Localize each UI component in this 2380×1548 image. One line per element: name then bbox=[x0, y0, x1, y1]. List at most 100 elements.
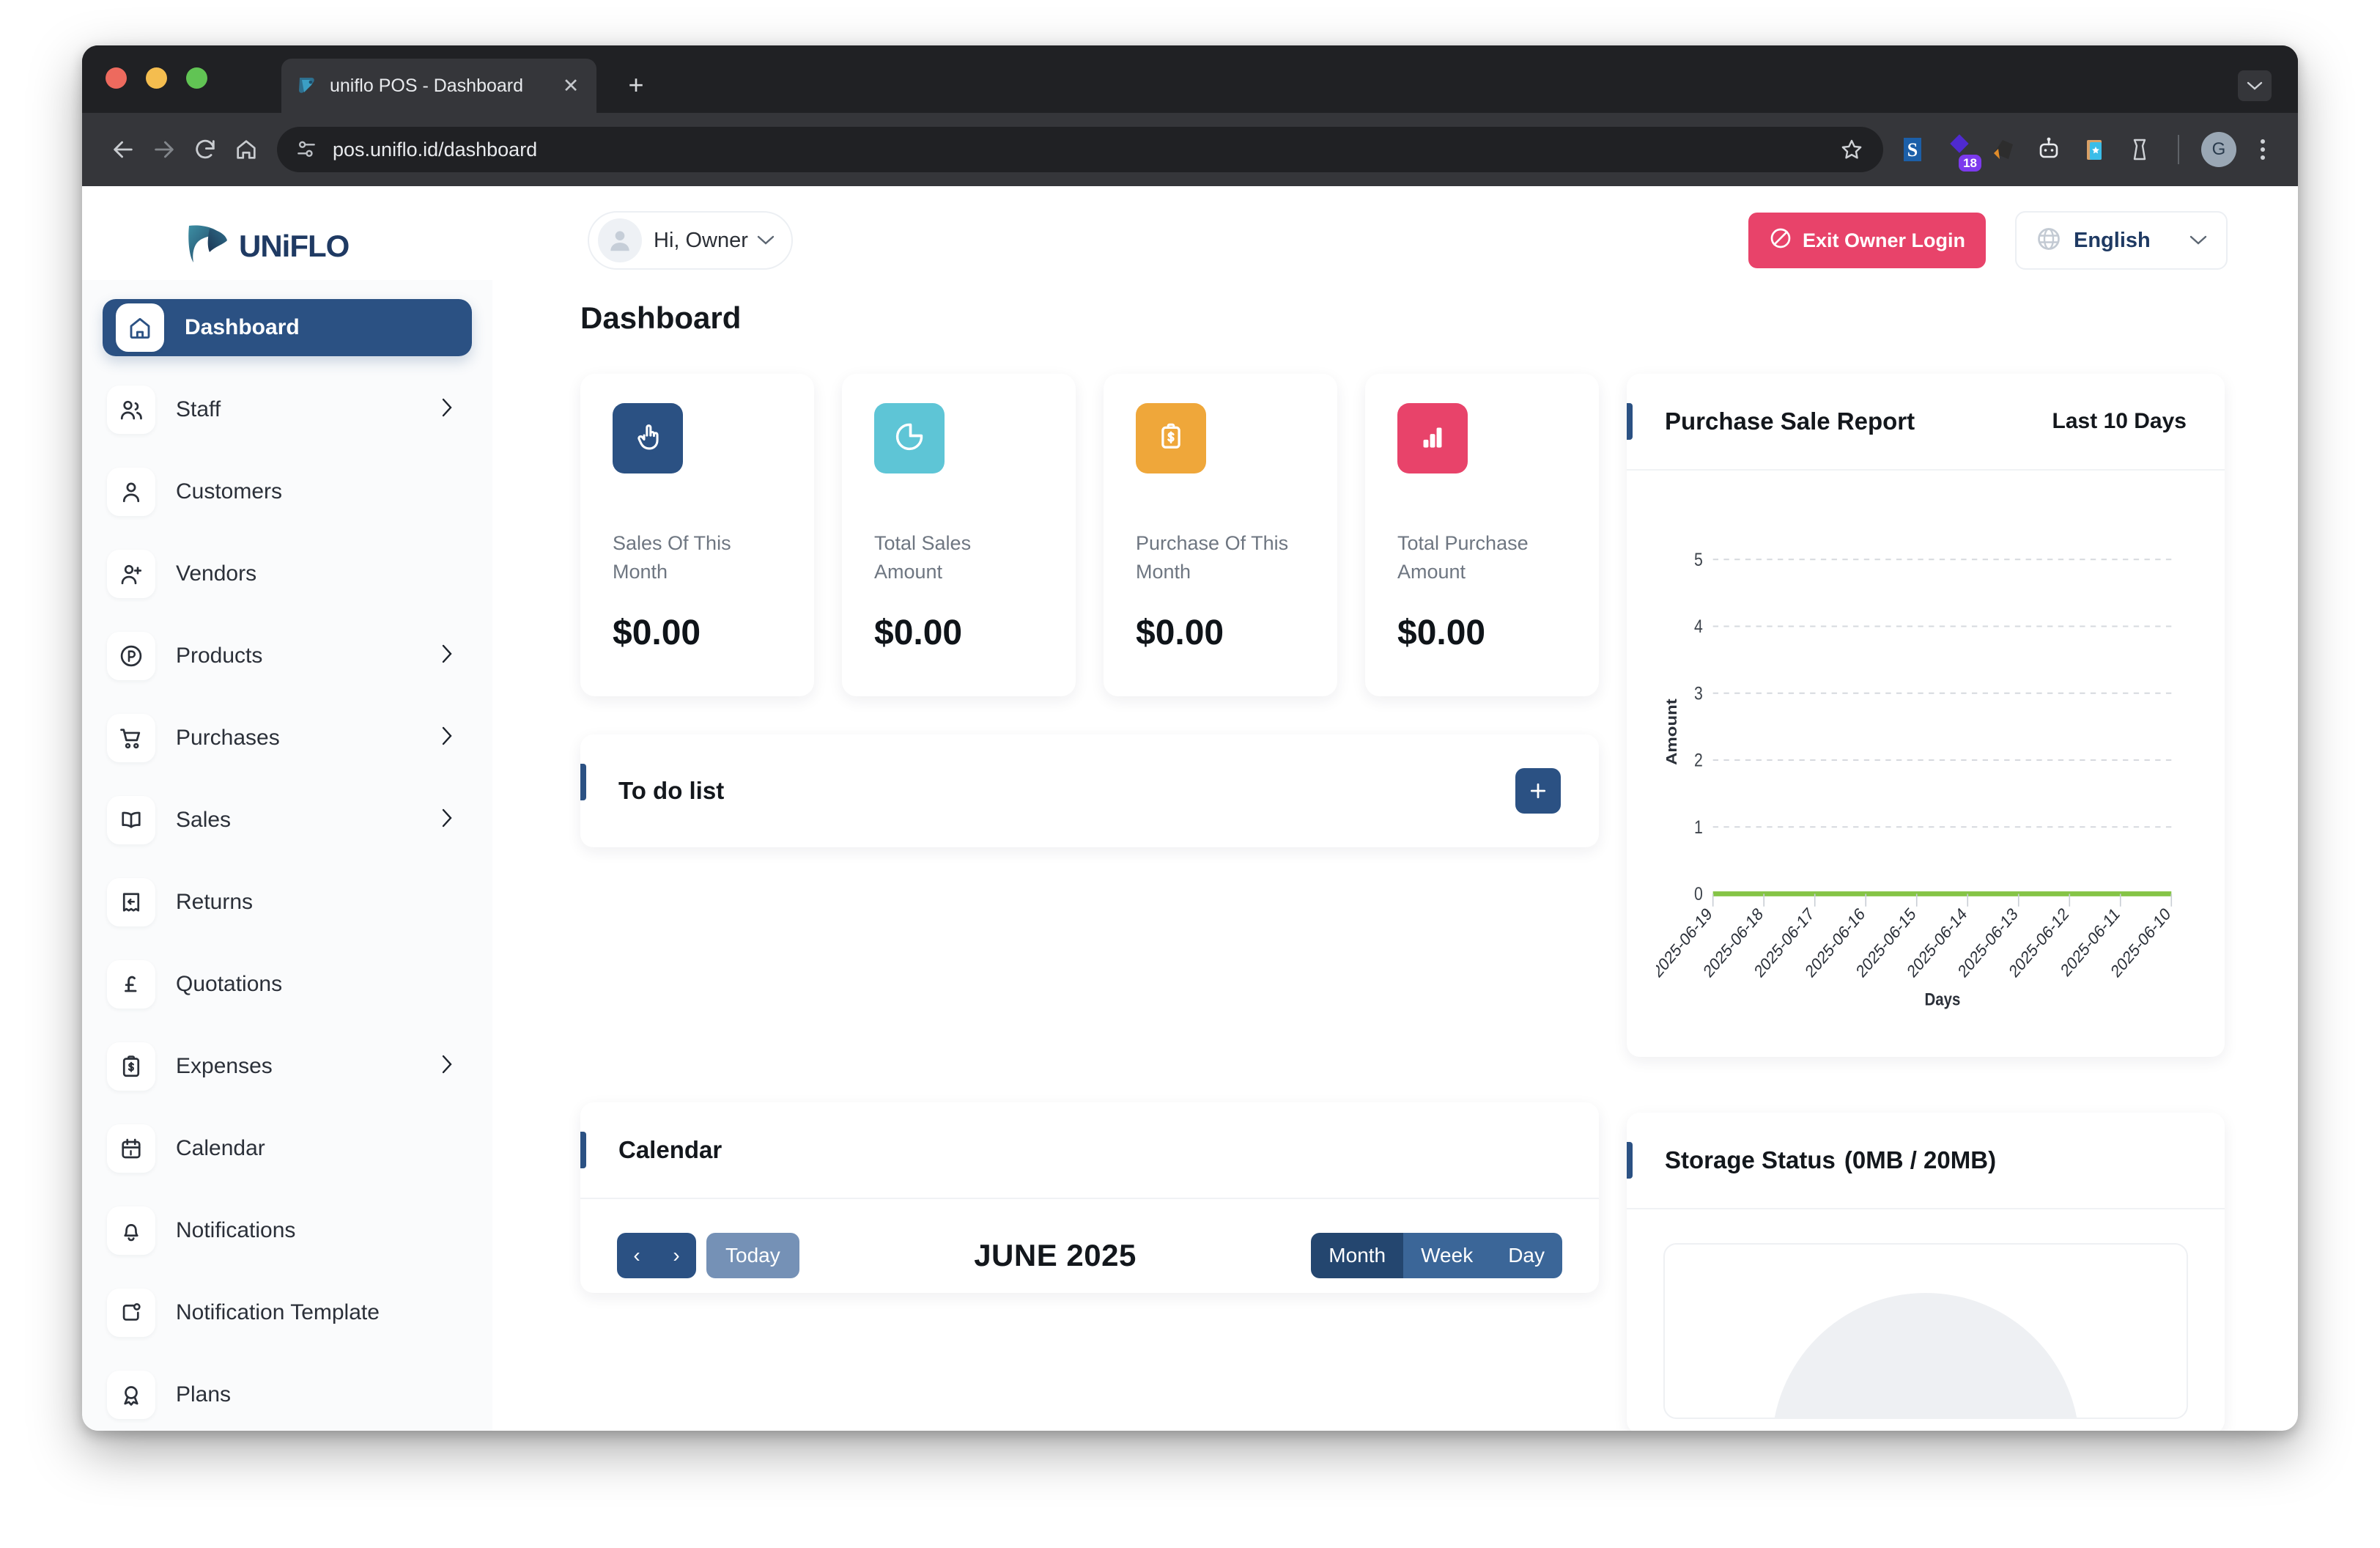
bar-chart-icon bbox=[1416, 420, 1449, 457]
storage-chart-container bbox=[1663, 1243, 2188, 1419]
shopping-cart-icon bbox=[107, 714, 155, 762]
sidebar-item-label: Staff bbox=[176, 397, 221, 421]
uniflo-mark-icon bbox=[185, 223, 230, 269]
maximize-window-button[interactable] bbox=[186, 67, 207, 89]
sidebar-item-label: Quotations bbox=[176, 972, 283, 996]
svg-text:2: 2 bbox=[1694, 750, 1703, 770]
scribe-extension-icon[interactable]: S bbox=[1896, 133, 1929, 166]
stat-card-value: $0.00 bbox=[1136, 613, 1224, 653]
stat-card[interactable]: Purchase Of This Month $0.00 bbox=[1104, 374, 1337, 696]
sidebar-item-returns[interactable]: Returns bbox=[103, 874, 472, 931]
stat-card[interactable]: Total Purchase Amount $0.00 bbox=[1365, 374, 1599, 696]
exit-owner-login-label: Exit Owner Login bbox=[1802, 229, 1965, 251]
stat-card[interactable]: Sales Of This Month $0.00 bbox=[580, 374, 814, 696]
sidebar-item-expenses[interactable]: Expenses bbox=[103, 1038, 472, 1095]
extension-badge-count: 18 bbox=[1959, 154, 1981, 172]
tune-icon[interactable] bbox=[289, 132, 324, 167]
page-title: Dashboard bbox=[580, 301, 742, 335]
calendar-view-month[interactable]: Month bbox=[1311, 1233, 1404, 1278]
browser-window: uniflo POS - Dashboard ✕ + bbox=[82, 45, 2298, 1431]
calendar-next-button[interactable]: › bbox=[673, 1244, 680, 1267]
pound-sterling-icon bbox=[107, 960, 155, 1009]
user-avatar-icon bbox=[598, 218, 642, 262]
close-icon[interactable]: ✕ bbox=[562, 74, 580, 97]
app-body: Dashboard Staff bbox=[82, 280, 2298, 1431]
user-icon bbox=[107, 468, 155, 516]
url-text[interactable]: pos.uniflo.id/dashboard bbox=[333, 138, 538, 161]
sidebar-item-plans[interactable]: Plans bbox=[103, 1366, 472, 1423]
tag-extension-icon[interactable] bbox=[2124, 133, 2156, 166]
kebab-menu-icon[interactable] bbox=[2248, 133, 2277, 166]
minimize-window-button[interactable] bbox=[146, 67, 167, 89]
app-logo[interactable]: UNiFLO bbox=[185, 223, 350, 269]
window-traffic-lights bbox=[106, 67, 207, 89]
sidebar-item-label: Expenses bbox=[176, 1054, 273, 1078]
award-badge-icon bbox=[107, 1371, 155, 1419]
home-icon[interactable] bbox=[226, 129, 267, 170]
calendar-card-title: Calendar bbox=[618, 1136, 722, 1163]
chevron-down-icon bbox=[2189, 231, 2207, 250]
chevron-down-icon[interactable] bbox=[2238, 70, 2272, 101]
sidebar-item-notification-template[interactable]: Notification Template bbox=[103, 1284, 472, 1341]
sidebar-item-label: Notifications bbox=[176, 1218, 296, 1242]
storage-card-header: Storage Status (0MB / 20MB) bbox=[1627, 1113, 2225, 1208]
report-card-title: Purchase Sale Report bbox=[1665, 408, 1915, 435]
sidebar-item-dashboard[interactable]: Dashboard bbox=[103, 299, 472, 356]
close-window-button[interactable] bbox=[106, 67, 127, 89]
sidebar-item-products[interactable]: Products bbox=[103, 627, 472, 685]
sidebar-item-staff[interactable]: Staff bbox=[103, 381, 472, 438]
dashboard-right-column: Purchase Sale Report Last 10 Days bbox=[1627, 374, 2225, 1431]
sidebar-item-quotations[interactable]: Quotations bbox=[103, 956, 472, 1013]
calendar-view-day[interactable]: Day bbox=[1490, 1233, 1562, 1278]
user-menu[interactable]: Hi, Owner bbox=[588, 211, 793, 270]
storage-card-body bbox=[1627, 1209, 2225, 1431]
exit-owner-login-button[interactable]: Exit Owner Login bbox=[1748, 213, 1986, 268]
browser-tab-title: uniflo POS - Dashboard bbox=[330, 75, 524, 96]
chevron-right-icon bbox=[441, 1054, 453, 1080]
chevron-right-icon bbox=[441, 644, 453, 669]
storage-donut-chart bbox=[1772, 1293, 2080, 1418]
sidebar-item-vendors[interactable]: Vendors bbox=[103, 545, 472, 602]
sidebar-item-purchases[interactable]: Purchases bbox=[103, 710, 472, 767]
chart-y-axis-title: Amount bbox=[1663, 699, 1679, 765]
profile-avatar[interactable]: G bbox=[2201, 132, 2236, 167]
purple-extension-icon[interactable]: 18 bbox=[1942, 133, 1981, 172]
sidebar-item-notifications[interactable]: Notifications bbox=[103, 1202, 472, 1259]
chevron-down-icon bbox=[757, 231, 775, 250]
stat-card-label: Purchase Of This Month bbox=[1136, 532, 1289, 583]
users-icon bbox=[107, 386, 155, 434]
dark-extension-icon[interactable] bbox=[1987, 133, 2019, 166]
plus-icon[interactable]: + bbox=[628, 70, 644, 100]
chart-x-ticks: 2025-06-19 2025-06-18 2025-06-17 2025-06… bbox=[1656, 904, 2174, 981]
sidebar-item-sales[interactable]: Sales bbox=[103, 792, 472, 849]
calendar-view-toggle: Month Week Day bbox=[1311, 1233, 1562, 1278]
storage-card-title: Storage Status bbox=[1665, 1146, 1836, 1173]
browser-tab[interactable]: uniflo POS - Dashboard ✕ bbox=[281, 59, 596, 113]
block-icon bbox=[1769, 226, 1792, 255]
add-todo-button[interactable] bbox=[1515, 768, 1561, 814]
address-bar[interactable]: pos.uniflo.id/dashboard bbox=[277, 127, 1883, 172]
calendar-view-week[interactable]: Week bbox=[1403, 1233, 1491, 1278]
calendar-today-button[interactable]: Today bbox=[706, 1233, 799, 1278]
sidebar-item-label: Plans bbox=[176, 1382, 232, 1407]
stat-card[interactable]: Total Sales Amount $0.00 bbox=[842, 374, 1076, 696]
sidebar-item-label: Vendors bbox=[176, 561, 257, 586]
chevron-right-icon bbox=[441, 726, 453, 751]
arrow-right-icon[interactable] bbox=[144, 129, 185, 170]
clipboard-extension-icon[interactable] bbox=[2078, 133, 2110, 166]
stat-card-value: $0.00 bbox=[874, 613, 963, 653]
purchase-sale-line-chart[interactable]: 5 4 3 2 1 0 Amount bbox=[1656, 493, 2195, 1028]
pointing-hand-icon bbox=[631, 420, 665, 457]
reload-icon[interactable] bbox=[185, 129, 226, 170]
robot-extension-icon[interactable] bbox=[2033, 133, 2065, 166]
toolbar-divider bbox=[2178, 135, 2179, 164]
star-icon[interactable] bbox=[1832, 130, 1871, 169]
stat-icon-tile bbox=[1136, 403, 1206, 473]
calendar-prev-button[interactable]: ‹ bbox=[633, 1244, 640, 1267]
app-header: UNiFLO Hi, Owner Exit Owner Login bbox=[82, 186, 2298, 280]
chevron-right-icon bbox=[441, 397, 453, 423]
sidebar-item-customers[interactable]: Customers bbox=[103, 463, 472, 520]
language-selector[interactable]: English bbox=[2015, 211, 2228, 270]
arrow-left-icon[interactable] bbox=[103, 129, 144, 170]
sidebar-item-calendar[interactable]: Calendar bbox=[103, 1120, 472, 1177]
